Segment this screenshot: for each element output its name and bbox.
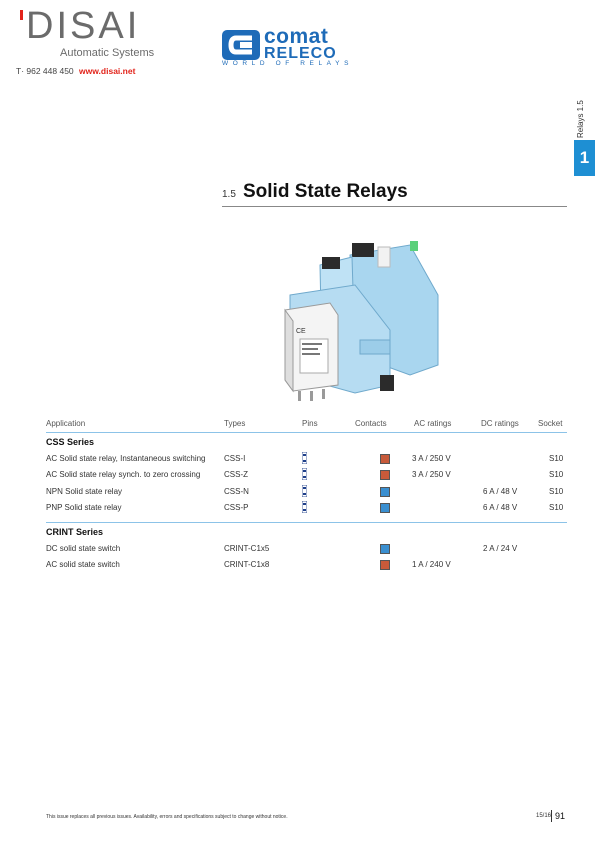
ac-contact-icon (380, 470, 390, 480)
series-divider (46, 522, 567, 523)
col-header-dc-ratings: DC ratings (481, 419, 519, 428)
disai-logo: DISAI (26, 5, 141, 47)
comat-tagline: WORLD OF RELAYS (222, 60, 354, 67)
comat-wordmark: comat (264, 25, 329, 48)
side-section-text: Relays 1.5 (576, 100, 585, 138)
row-ac-rating: 3 A / 250 V (412, 470, 451, 479)
row-type: CSS-P (224, 503, 249, 512)
row-dc-rating: 6 A / 48 V (483, 503, 518, 512)
disai-subtitle: Automatic Systems (60, 47, 155, 59)
footer-disclaimer: This issue replaces all previous issues.… (46, 814, 288, 820)
row-application: NPN Solid state relay (46, 487, 123, 496)
comat-releco-logo: comat RELECO (222, 25, 337, 62)
row-ac-rating: 1 A / 240 V (412, 560, 451, 569)
row-type: CRINT-C1x5 (224, 544, 270, 553)
dc-contact-icon (380, 487, 390, 497)
row-dc-rating: 2 A / 24 V (483, 544, 518, 553)
col-header-application: Application (46, 419, 86, 428)
row-type: CSS-I (224, 454, 246, 463)
section-title: Solid State Relays (243, 181, 408, 202)
row-ac-rating: 3 A / 250 V (412, 454, 451, 463)
col-header-socket: Socket (538, 419, 563, 428)
table-header-rule (46, 432, 567, 433)
website-link[interactable]: www.disai.net (79, 66, 136, 76)
row-application: AC solid state switch (46, 560, 120, 569)
row-application: PNP Solid state relay (46, 503, 122, 512)
col-header-pins: Pins (302, 419, 318, 428)
chapter-tab[interactable]: 1 (574, 140, 595, 176)
svg-text:CE: CE (296, 328, 306, 335)
row-type: CSS-Z (224, 470, 248, 479)
disai-logo-mark (20, 10, 23, 20)
ac-contact-icon (380, 454, 390, 464)
phone-number: T· 962 448 450 (16, 66, 74, 76)
row-socket: S10 (549, 470, 564, 479)
col-header-types: Types (224, 419, 246, 428)
row-socket: S10 (549, 503, 564, 512)
row-application: AC Solid state relay, Instantaneous swit… (46, 454, 206, 463)
dc-contact-icon (380, 503, 390, 513)
ac-contact-icon (380, 560, 390, 570)
footer-separator (551, 810, 552, 822)
relay-product-image: CE (284, 241, 439, 401)
row-type: CRINT-C1x8 (224, 560, 270, 569)
disai-contact: T· 962 448 450 www.disai.net (16, 66, 135, 76)
pin-diagram-icon (302, 468, 307, 480)
comat-logo-icon (222, 30, 260, 60)
pin-diagram-icon (302, 452, 307, 464)
pin-diagram-icon (302, 501, 307, 513)
row-socket: S10 (549, 454, 564, 463)
section-divider (222, 206, 567, 207)
pin-diagram-icon (302, 485, 307, 497)
dc-contact-icon (380, 544, 390, 554)
row-dc-rating: 6 A / 48 V (483, 487, 518, 496)
col-header-contacts: Contacts (355, 419, 387, 428)
section-number: 1.5 (222, 189, 236, 200)
page-number: 91 (555, 811, 566, 821)
row-application: DC solid state switch (46, 544, 121, 553)
series-title: CSS Series (46, 437, 95, 447)
series-title: CRINT Series (46, 527, 104, 537)
releco-wordmark: RELECO (264, 45, 337, 62)
col-header-ac-ratings: AC ratings (414, 419, 452, 428)
row-socket: S10 (549, 487, 564, 496)
row-type: CSS-N (224, 487, 249, 496)
footer-issue-date: 15/16 (536, 813, 552, 819)
row-application: AC Solid state relay synch. to zero cros… (46, 470, 201, 479)
side-section-label: Relays 1.5 (568, 100, 595, 140)
